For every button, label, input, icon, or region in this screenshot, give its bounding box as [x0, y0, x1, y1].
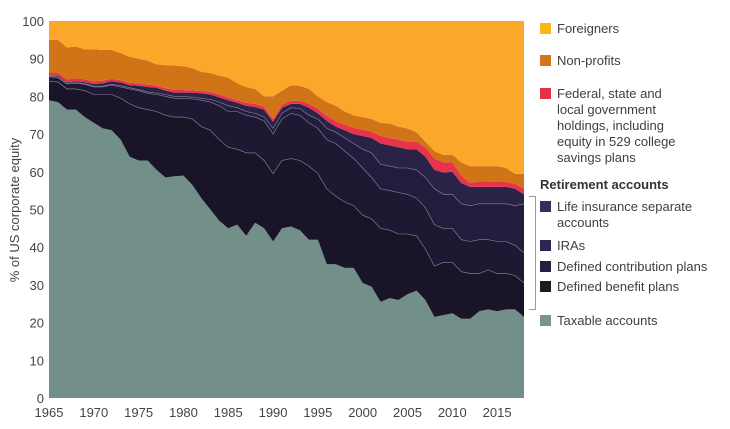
- legend-line: local government: [557, 102, 656, 117]
- y-tick-label: 10: [30, 353, 44, 368]
- legend-line: accounts: [557, 215, 610, 230]
- legend-item-iras: IRAs: [540, 238, 585, 254]
- y-tick-label: 0: [37, 391, 44, 406]
- taxable-swatch-icon: [540, 315, 551, 326]
- x-tick-label: 2000: [348, 405, 377, 420]
- area-bands: [49, 21, 524, 398]
- layer-divider-lines: [48, 76, 525, 284]
- retirement-accounts-heading: Retirement accounts: [540, 177, 669, 192]
- x-tick-label: 1975: [124, 405, 153, 420]
- legend-item-government: Federal, state and local government hold…: [540, 86, 676, 166]
- area-iras: [49, 76, 524, 253]
- x-tick-label: 1970: [79, 405, 108, 420]
- legend-label: Federal, state and local government hold…: [557, 86, 676, 166]
- legend-line: equity in 529 college: [557, 134, 676, 149]
- legend-label: Taxable accounts: [557, 313, 658, 328]
- legend-line: holdings, including: [557, 118, 664, 133]
- area-defined-benefit-plans: [49, 81, 524, 319]
- y-axis-ticks: 0 10 20 30 40 50 60 70 80 90 100: [22, 14, 44, 406]
- y-tick-label: 30: [30, 278, 44, 293]
- government-swatch-icon: [540, 88, 551, 99]
- legend-line: Federal, state and: [557, 86, 662, 101]
- y-tick-label: 90: [30, 52, 44, 67]
- y-tick-label: 50: [30, 203, 44, 218]
- x-tick-label: 1980: [169, 405, 198, 420]
- divider-iras: [48, 76, 525, 207]
- divider-defined-benefit-plans: [48, 81, 525, 284]
- legend-item-taxable: Taxable accounts: [540, 313, 657, 329]
- life-insurance-swatch-icon: [540, 201, 551, 212]
- legend-item-foreigners: Foreigners: [540, 21, 619, 37]
- x-tick-label: 1965: [35, 405, 64, 420]
- x-tick-label: 2005: [393, 405, 422, 420]
- non-profits-swatch-icon: [540, 55, 551, 66]
- x-tick-label: 2015: [483, 405, 512, 420]
- legend-label: Foreigners: [557, 21, 620, 36]
- divider-defined-contribution-plans: [48, 76, 525, 254]
- area-non-profits: [49, 39, 524, 189]
- x-tick-label: 2010: [438, 405, 467, 420]
- iras-swatch-icon: [540, 240, 551, 251]
- legend-item-non-profits: Non-profits: [540, 53, 621, 69]
- x-axis-ticks: 1965 1970 1975 1980 1985 1990 1995 2000 2005 2010…: [35, 405, 512, 420]
- legend-label: IRAs: [557, 238, 586, 253]
- y-tick-label: 70: [30, 127, 44, 142]
- x-tick-label: 1990: [259, 405, 288, 420]
- legend-label: Life insurance separate accounts: [557, 199, 692, 231]
- area-federal-state-and-local-government-holdi: [49, 73, 524, 195]
- y-tick-label: 40: [30, 240, 44, 255]
- defined-benefit-swatch-icon: [540, 281, 551, 292]
- y-tick-label: 100: [22, 14, 44, 29]
- area-foreigners: [49, 21, 524, 174]
- defined-contribution-swatch-icon: [540, 261, 551, 272]
- foreigners-swatch-icon: [540, 23, 551, 34]
- area-defined-contribution-plans: [49, 76, 524, 283]
- x-tick-label: 1995: [303, 405, 332, 420]
- area-life-insurance-separate-accounts: [49, 75, 524, 206]
- y-axis-label: % of US corporate equity: [7, 137, 22, 282]
- legend-label: Defined contribution plans: [557, 259, 708, 274]
- y-tick-label: 80: [30, 89, 44, 104]
- legend-label: Defined benefit plans: [557, 279, 680, 294]
- x-tick-label: 1985: [214, 405, 243, 420]
- legend-line: savings plans: [557, 150, 636, 165]
- y-tick-label: 60: [30, 165, 44, 180]
- legend-item-defined-contribution: Defined contribution plans: [540, 259, 707, 275]
- y-tick-label: 20: [30, 316, 44, 331]
- legend-item-defined-benefit: Defined benefit plans: [540, 279, 679, 295]
- area-taxable-accounts: [49, 100, 524, 398]
- legend-label: Non-profits: [557, 53, 621, 68]
- retirement-accounts-bracket: [529, 196, 536, 310]
- legend-item-life-insurance: Life insurance separate accounts: [540, 199, 692, 231]
- legend-line: Life insurance separate: [557, 199, 693, 214]
